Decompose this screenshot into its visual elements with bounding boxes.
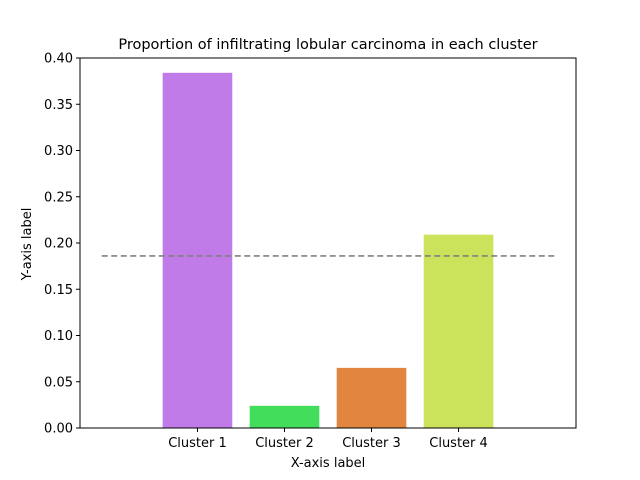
bar-1: [162, 72, 233, 429]
chart-title: Proportion of infiltrating lobular carci…: [118, 37, 537, 53]
y-tick-label: 0.35: [44, 98, 73, 113]
y-tick-label: 0.25: [44, 190, 73, 205]
x-tick-label: Cluster 1: [168, 436, 227, 451]
y-tick-label: 0.40: [44, 52, 73, 67]
x-axis-label: X-axis label: [291, 456, 366, 471]
bar-4: [423, 234, 494, 428]
y-tick-label: 0.05: [44, 375, 73, 390]
y-tick-label: 0.30: [44, 144, 73, 159]
y-tick-label: 0.00: [44, 422, 73, 437]
y-tick-label: 0.10: [44, 329, 73, 344]
x-tick-label: Cluster 2: [255, 436, 314, 451]
bar-3: [336, 367, 407, 428]
plot-frame: [79, 57, 577, 429]
plot-area: 0.00 0.05 0.10 0.15 0.20 0.25 0.30 0.35 0.40 Clus…: [44, 52, 577, 451]
bar-2: [249, 405, 320, 428]
y-tick-label: 0.15: [44, 283, 73, 298]
x-tick-label: Cluster 3: [342, 436, 401, 451]
x-tick-label: Cluster 4: [429, 436, 488, 451]
y-tick-label: 0.20: [44, 237, 73, 252]
y-axis-label: Y-axis label: [20, 208, 35, 282]
